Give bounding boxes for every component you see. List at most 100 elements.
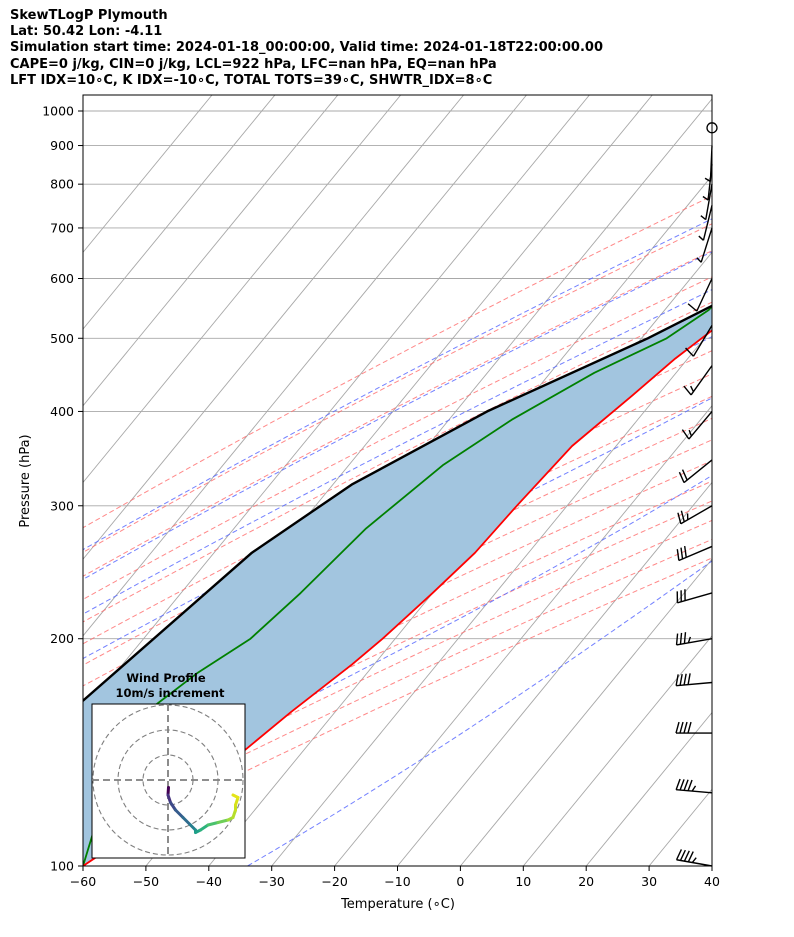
wind-barb <box>687 278 713 312</box>
hodograph: Wind Profile 10m/s increment <box>91 671 246 859</box>
isotherm-line <box>648 788 712 866</box>
wind-barb-flag <box>696 257 702 263</box>
dewpoint-line <box>83 305 712 866</box>
isotherm-line <box>711 865 712 866</box>
wind-barb-staff <box>680 505 713 525</box>
x-tick-label: −50 <box>133 874 159 889</box>
wind-barb-flag <box>687 303 698 312</box>
wind-barb <box>676 589 713 604</box>
wind-barb <box>685 325 713 357</box>
isotherm-line <box>83 95 339 407</box>
isotherm-line <box>83 95 590 714</box>
wind-barb-flag <box>679 779 685 791</box>
isotherm-line <box>585 711 712 866</box>
wind-barb-flag <box>679 632 683 645</box>
wind-barb-flag <box>687 673 691 685</box>
isotherm-line <box>397 481 712 866</box>
hodograph-trace-segment <box>231 793 240 799</box>
wind-barb <box>676 545 713 562</box>
profile-lines <box>83 304 712 866</box>
hodograph-trace-segment <box>199 823 210 832</box>
indices-line-1: CAPE=0 j/kg, CIN=0 j/kg, LCL=922 hPa, LF… <box>10 56 497 72</box>
wind-barb-flag <box>685 347 694 357</box>
x-tick-label: −40 <box>196 874 222 889</box>
dry-adiabat-line <box>83 195 712 529</box>
wind-barb <box>675 721 712 734</box>
wind-barb-flag <box>687 636 692 644</box>
mixing-ratio-line <box>735 95 794 279</box>
x-tick-label: 40 <box>704 874 720 889</box>
time-line: Simulation start time: 2024-01-18_00:00:… <box>10 40 603 56</box>
y-tick-label: 300 <box>50 498 74 513</box>
y-tick-label: 500 <box>50 331 74 346</box>
x-tick-label: 30 <box>641 874 657 889</box>
wind-barb-staff <box>705 184 713 220</box>
wind-barb-flag <box>704 177 711 183</box>
isotherm-line <box>83 95 527 637</box>
wind-barb <box>675 849 713 867</box>
wind-barb <box>678 459 713 484</box>
wind-barb <box>677 505 713 525</box>
wind-barb-staff <box>700 227 713 263</box>
x-tick-label: −60 <box>70 874 96 889</box>
wind-barb-flag <box>676 549 680 561</box>
isotherm-line <box>460 558 712 866</box>
wind-barb-flag <box>690 385 695 392</box>
wind-barb-flag <box>681 429 690 440</box>
hodograph-trace-segment <box>169 801 177 812</box>
wind-barb-flag <box>691 857 697 863</box>
isotherm-line <box>83 95 402 484</box>
moist-adiabat-line <box>83 474 712 814</box>
wind-barb-staff <box>677 592 713 604</box>
wind-barb-flag <box>687 721 692 734</box>
x-tick-label: −30 <box>259 874 285 889</box>
wind-barb-flag <box>698 235 704 241</box>
wind-barb-staff <box>692 325 713 357</box>
wind-barb-flag <box>675 633 679 646</box>
wind-barb <box>696 227 713 263</box>
moist-adiabat-line <box>83 218 712 551</box>
hodograph-trace-segment <box>206 821 220 827</box>
wind-barb-staff <box>676 681 713 687</box>
wind-barb-flag <box>678 471 685 483</box>
wind-barb-staff <box>690 365 713 396</box>
location-line: Lat: 50.42 Lon: -4.11 <box>10 24 163 40</box>
wind-barb <box>675 632 713 646</box>
wind-barb-staff <box>683 459 713 484</box>
wind-barb <box>704 145 713 183</box>
x-tick-label: 0 <box>456 874 464 889</box>
wind-barb-staff <box>676 788 713 794</box>
dry-adiabat-line <box>83 460 712 765</box>
x-tick-label: −10 <box>384 874 410 889</box>
wind-barb-flag <box>680 547 684 560</box>
wind-barb-staff <box>696 278 713 312</box>
wind-barb-flag <box>700 215 707 221</box>
isotherm-line <box>83 95 276 330</box>
wind-barb <box>700 184 713 221</box>
hodograph-trace-segment <box>181 816 192 827</box>
wind-barb <box>698 205 713 241</box>
y-tick-label: 800 <box>50 177 74 192</box>
wind-barb <box>681 410 713 440</box>
wind-barb-flag <box>683 721 688 734</box>
wind-barb-staff <box>678 545 713 562</box>
wind-barb <box>675 778 713 794</box>
dry-adiabat-line <box>83 538 712 836</box>
x-tick-label: −20 <box>321 874 347 889</box>
hodograph-subtitle: 10m/s increment <box>116 686 225 700</box>
hodograph-plot <box>92 704 245 858</box>
wind-barb-flag <box>683 545 687 558</box>
y-axis-ticks: 100 200 300 400 500 600 700 800 900 1000 <box>42 103 83 874</box>
wind-barb-flag <box>688 429 693 437</box>
wind-barb-flag <box>675 721 680 734</box>
y-tick-label: 700 <box>50 220 74 235</box>
isotherm-line <box>522 635 712 866</box>
wind-barb-flag <box>675 849 683 861</box>
isotherm-line <box>83 95 213 254</box>
x-axis-ticks: −60 −50 −40 −30 −20 −10 0 10 20 30 40 <box>70 866 720 889</box>
wind-barb-flag <box>679 721 684 734</box>
hodograph-title: Wind Profile <box>126 671 206 685</box>
wind-barb-flag <box>683 632 687 644</box>
dry-adiabat-line <box>83 500 712 801</box>
